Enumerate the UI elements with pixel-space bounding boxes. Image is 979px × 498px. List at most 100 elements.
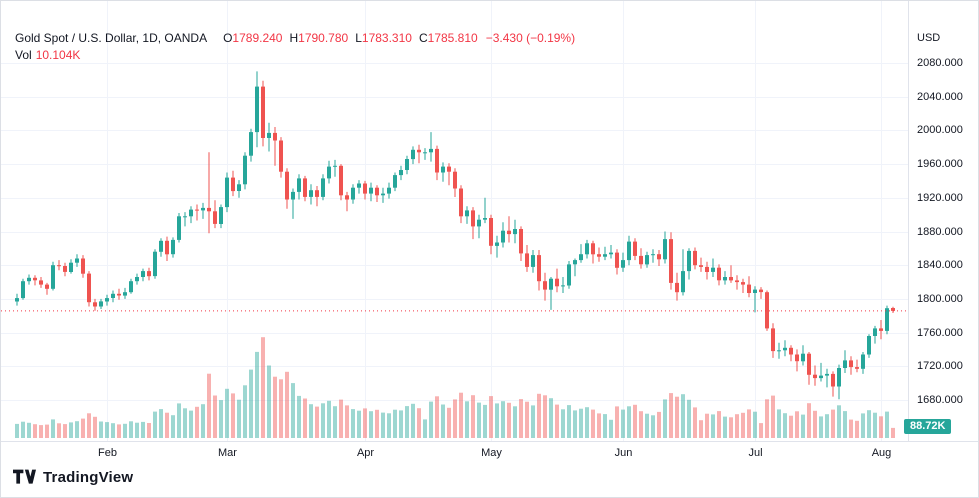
volume-bar <box>675 396 679 438</box>
volume-bar <box>471 395 475 438</box>
price-tick-label: 2040.000 <box>917 90 963 103</box>
volume-bar <box>405 406 409 438</box>
volume-bar <box>849 419 853 438</box>
volume-bar <box>213 395 217 438</box>
candle-body <box>213 211 217 224</box>
chart-canvas[interactable] <box>1 1 979 463</box>
volume-bar <box>561 409 565 438</box>
candle-body <box>201 207 205 211</box>
candle-body <box>111 293 115 298</box>
volume-bar <box>201 404 205 438</box>
symbol-header[interactable]: Gold Spot / U.S. Dollar, 1D, OANDA O1789.… <box>15 31 575 45</box>
volume-bar <box>693 407 697 438</box>
candle-body <box>699 265 703 267</box>
candle-body <box>291 191 295 200</box>
time-tick-label: May <box>481 447 502 459</box>
candle-body <box>675 282 679 293</box>
volume-bar <box>645 413 649 438</box>
price-axis[interactable]: USD 2080.000 2040.000 2000.000 1960.000 1920… <box>908 1 978 441</box>
candle-body <box>723 277 727 281</box>
candle-body <box>57 265 61 267</box>
volume-bar <box>717 411 721 438</box>
symbol-title[interactable]: Gold Spot / U.S. Dollar, 1D, OANDA <box>15 31 208 45</box>
candle-body <box>849 360 853 368</box>
candle-body <box>255 86 259 133</box>
candle-body <box>345 195 349 200</box>
volume-bar <box>261 337 265 438</box>
candle-body <box>261 86 265 138</box>
candle-body <box>657 254 661 260</box>
candle-body <box>159 240 163 252</box>
volume-bar <box>39 425 43 438</box>
candle-body <box>801 353 805 362</box>
candle-body <box>249 132 253 156</box>
volume-bar <box>183 408 187 438</box>
volume-bar <box>795 411 799 438</box>
volume-bar <box>585 407 589 438</box>
candle-body <box>633 241 637 256</box>
volume-bar <box>345 405 349 438</box>
volume-bar <box>291 383 295 438</box>
candle-body <box>831 373 835 387</box>
volume-bar <box>663 399 667 438</box>
candle-body <box>207 207 211 212</box>
candle-body <box>315 190 319 197</box>
candle-body <box>393 175 397 188</box>
candle-body <box>795 354 799 362</box>
time-axis[interactable]: Feb Mar Apr May Jun Jul Aug <box>1 441 978 465</box>
volume-bar <box>381 412 385 438</box>
candle-body <box>711 267 715 272</box>
volume-bar <box>837 405 841 438</box>
candle-body <box>477 219 481 227</box>
candle-body <box>45 284 49 289</box>
volume-bar <box>711 414 715 438</box>
volume-bar <box>855 420 859 438</box>
volume-bar <box>267 365 271 438</box>
candle-body <box>687 250 691 272</box>
time-tick-label: Aug <box>871 447 892 459</box>
candle-body <box>405 159 409 170</box>
time-tick-label: Mar <box>218 447 237 459</box>
volume-bar <box>45 424 49 438</box>
volume-bar <box>657 411 661 438</box>
volume-bar <box>441 404 445 438</box>
volume-bar <box>525 401 529 438</box>
volume-bar <box>483 404 487 438</box>
volume-bar <box>153 411 157 438</box>
candle-body <box>363 183 367 194</box>
candle-body <box>489 218 493 246</box>
volume-bar <box>255 351 259 438</box>
volume-bar <box>327 400 331 438</box>
candle-body <box>399 170 403 176</box>
volume-bar <box>543 395 547 438</box>
volume-bar <box>231 393 235 438</box>
volume-bar <box>603 414 607 438</box>
volume-bar <box>165 412 169 438</box>
price-tick-label: 1920.000 <box>917 191 963 204</box>
volume-bar <box>861 413 865 438</box>
volume-bar <box>807 403 811 438</box>
candle-body <box>621 260 625 268</box>
volume-series <box>15 337 895 438</box>
candle-body <box>171 239 175 255</box>
volume-bar <box>879 416 883 438</box>
volume-label: Vol <box>15 48 32 62</box>
volume-bar <box>801 414 805 438</box>
gridlines <box>1 1 908 441</box>
candle-body <box>729 277 733 281</box>
candle-body <box>183 216 187 218</box>
candle-body <box>573 260 577 265</box>
candle-body <box>321 178 325 197</box>
volume-bar <box>141 421 145 438</box>
candle-body <box>459 188 463 217</box>
volume-bar <box>363 408 367 438</box>
volume-bar <box>495 403 499 438</box>
candle-body <box>231 177 235 192</box>
tradingview-logo[interactable]: TradingView <box>13 467 133 487</box>
candle-body <box>69 262 73 272</box>
candle-body <box>873 328 877 336</box>
volume-bar <box>177 403 181 438</box>
candle-body <box>177 216 181 240</box>
volume-bar <box>771 395 775 438</box>
